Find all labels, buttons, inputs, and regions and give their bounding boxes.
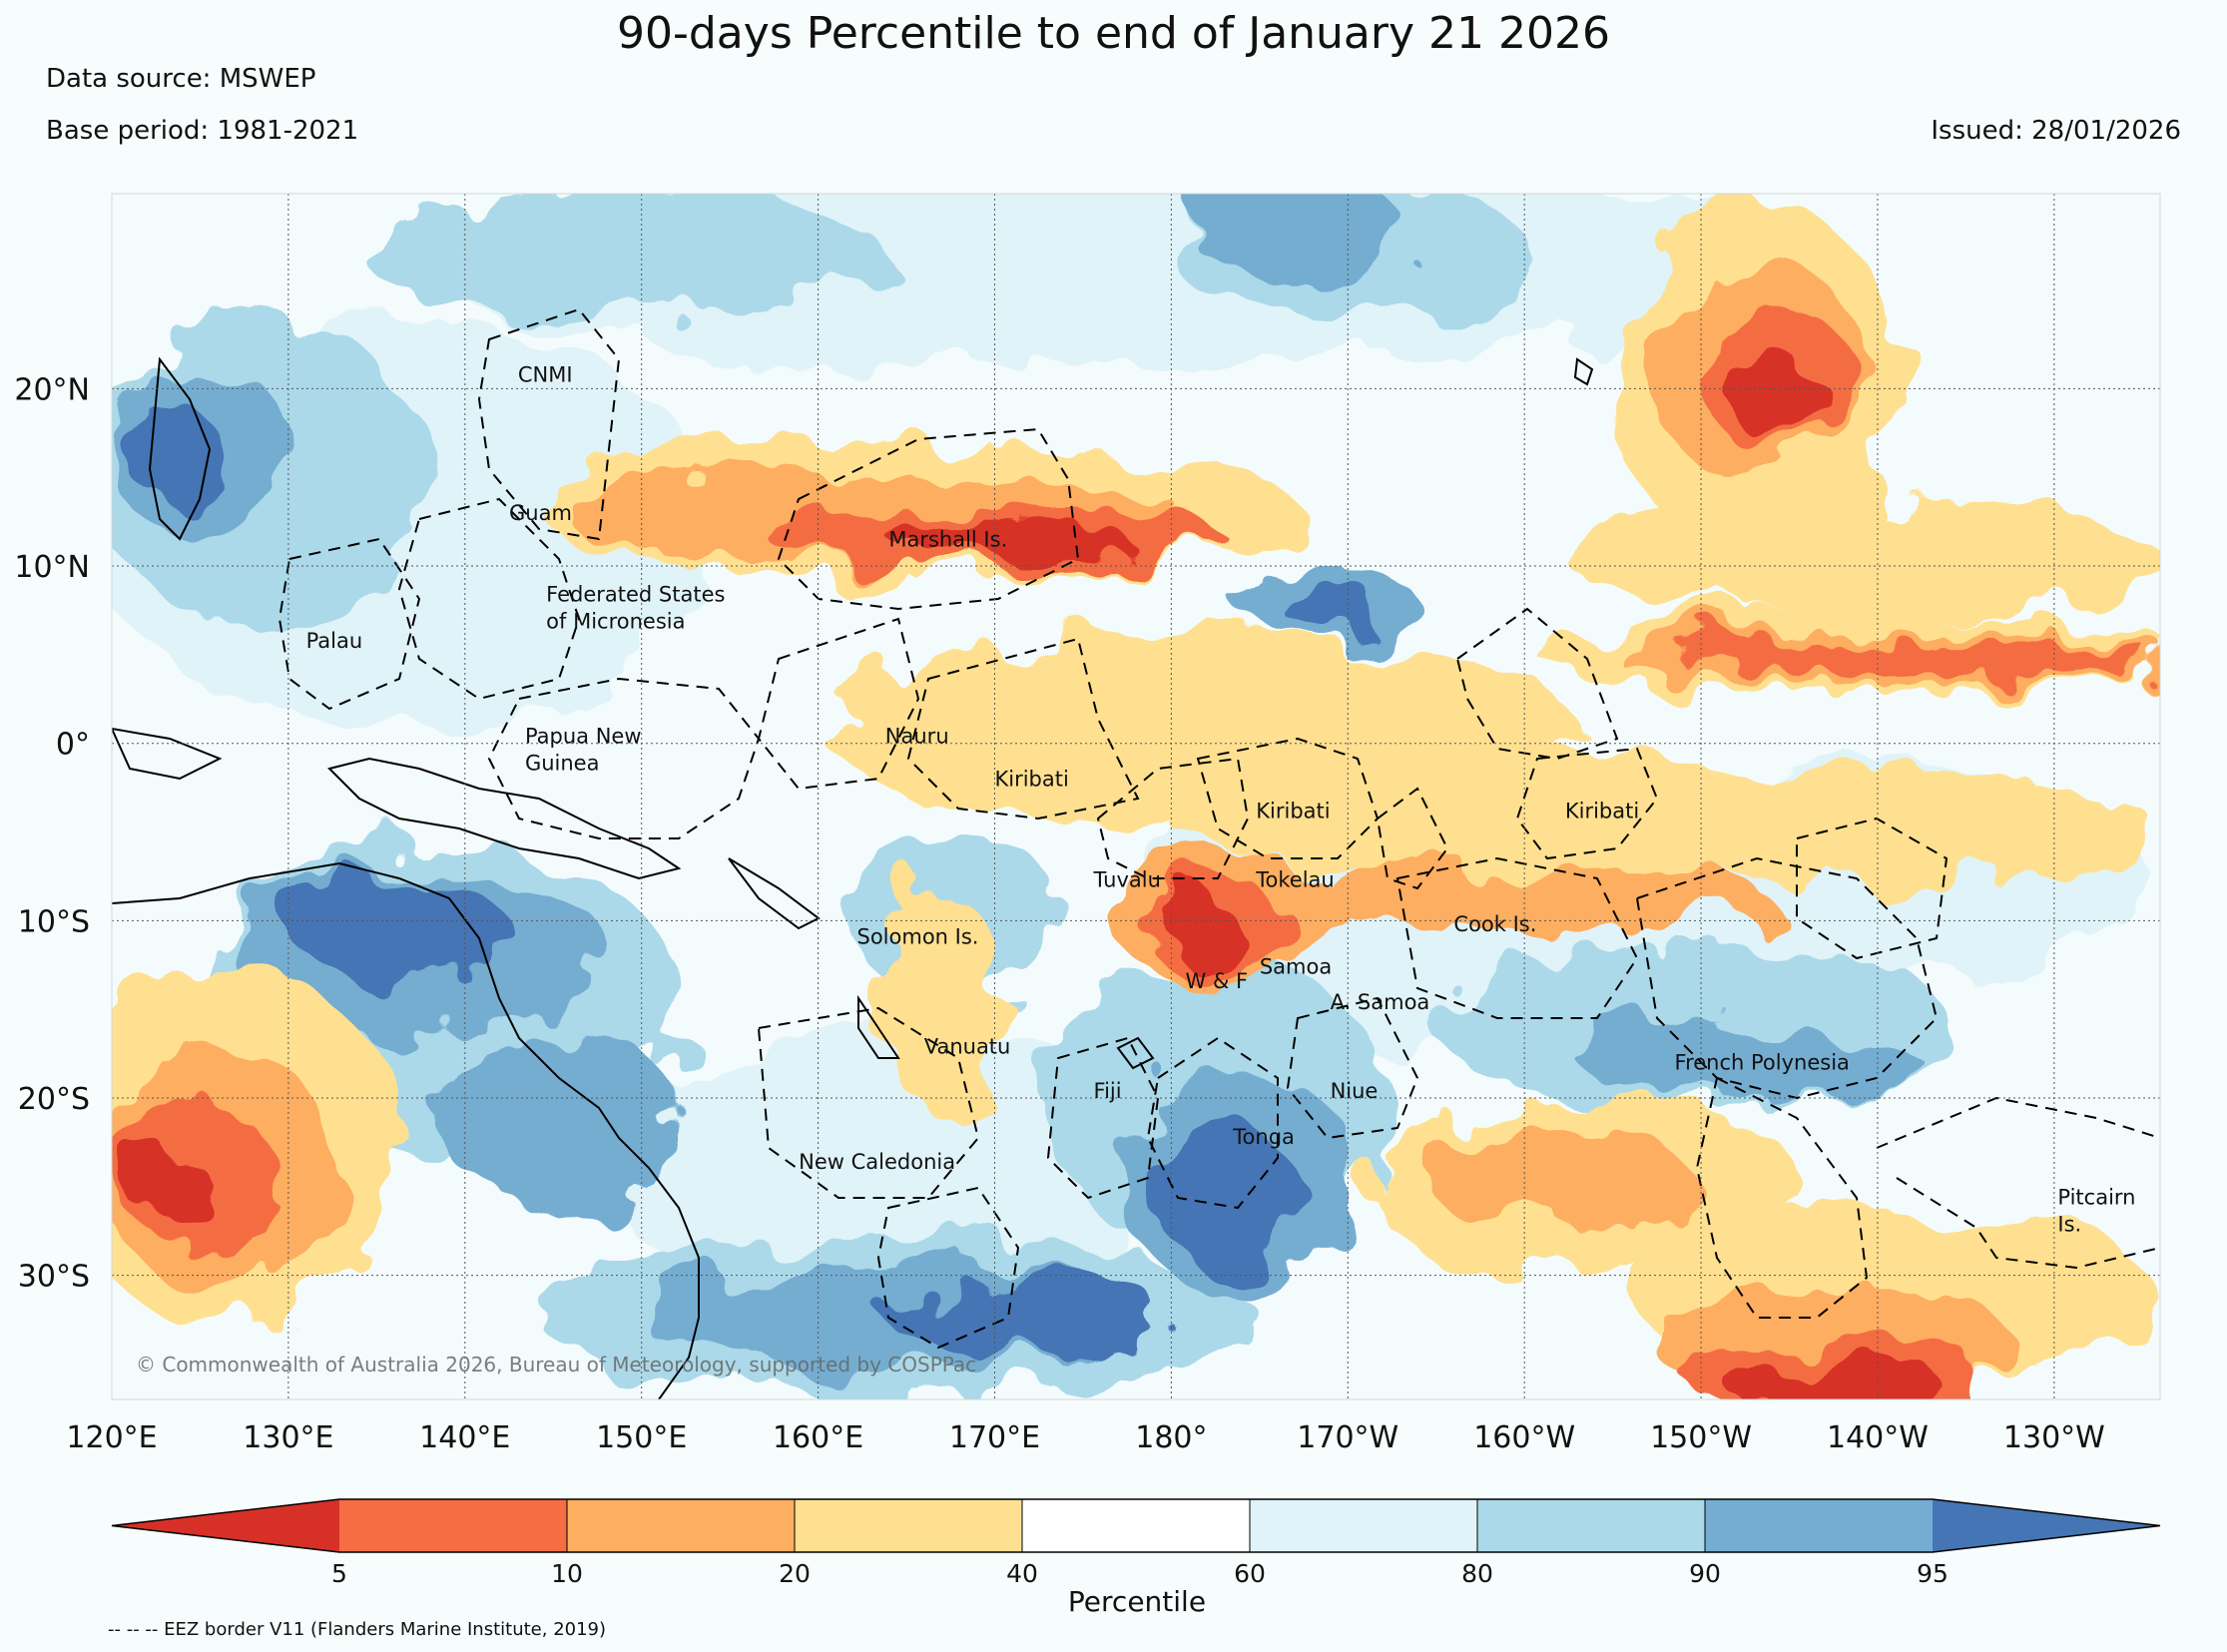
colorbar-tick-label: 20 <box>779 1559 811 1588</box>
anomaly-field <box>112 194 2160 1399</box>
longitude-axis-labels: 120°E 130°E 140°E 150°E 160°E 170°E 180° 170°W 1… <box>66 1420 2104 1455</box>
colorbar-tick-label: 90 <box>1689 1559 1721 1588</box>
place-label-cnmi: CNMI <box>518 362 573 386</box>
colorbar-tick-label: 80 <box>1461 1559 1493 1588</box>
colorbar-label: Percentile <box>1067 1585 1207 1618</box>
latitude-tick-label: 30°S <box>18 1260 90 1295</box>
place-label-fiji: Fiji <box>1094 1079 1122 1103</box>
longitude-tick-label: 160°E <box>773 1420 863 1455</box>
coastlines <box>112 356 1594 1399</box>
colorbar-segment <box>567 1499 795 1552</box>
longitude-tick-label: 160°W <box>1473 1420 1575 1455</box>
place-label-cook: Cook Is. <box>1453 912 1536 936</box>
place-label-fpoly: French Polynesia <box>1675 1051 1850 1075</box>
longitude-tick-label: 150°W <box>1650 1420 1752 1455</box>
colorbar-outline <box>111 1498 2161 1553</box>
copyright-text: © Commonwealth of Australia 2026, Bureau… <box>136 1353 976 1377</box>
place-label-pitcairn: Pitcairn Is. <box>2057 1186 2135 1237</box>
place-label-fsm: Federated States of Micronesia <box>546 583 725 634</box>
place-label-guam: Guam <box>509 501 572 525</box>
map-area: CNMI Guam Marshall Is. Federated States of M… <box>112 194 2160 1399</box>
longitude-tick-label: 170°E <box>949 1420 1040 1455</box>
colorbar-segment <box>339 1499 567 1552</box>
colorbar-arrow-low <box>112 1499 339 1552</box>
longitude-tick-label: 180° <box>1135 1420 1207 1455</box>
graticule <box>112 194 2160 1399</box>
place-label-niue: Niue <box>1331 1079 1379 1103</box>
colorbar-tick-label: 40 <box>1006 1559 1038 1588</box>
longitude-tick-label: 130°W <box>2003 1420 2105 1455</box>
latitude-tick-label: 0° <box>56 728 90 763</box>
place-label-wf: W & F <box>1186 969 1249 993</box>
colorbar-segment <box>1477 1499 1705 1552</box>
eez-legend-note: -- -- -- EEZ border V11 (Flanders Marine… <box>108 1619 607 1640</box>
latitude-axis-labels: 20°N 10°N 0° 10°S 20°S 30°S <box>14 372 90 1294</box>
colorbar-tick-label: 95 <box>1917 1559 1949 1588</box>
place-label-tuvalu: Tuvalu <box>1093 868 1161 892</box>
latitude-tick-label: 20°S <box>18 1082 90 1117</box>
eez-borders <box>278 307 2160 1350</box>
latitude-tick-label: 20°N <box>14 372 90 407</box>
longitude-tick-label: 170°W <box>1297 1420 1398 1455</box>
base-period-label: Base period: 1981-2021 <box>46 116 359 146</box>
place-label-kiribati-w: Kiribati <box>994 767 1068 791</box>
data-source-label: Data source: MSWEP <box>46 64 316 94</box>
latitude-tick-label: 10°S <box>18 904 90 939</box>
place-labels: CNMI Guam Marshall Is. Federated States of M… <box>306 362 2136 1236</box>
place-label-png: Papua New Guinea <box>525 725 642 776</box>
place-label-nauru: Nauru <box>885 725 949 749</box>
colorbar-segment <box>1022 1499 1250 1552</box>
place-label-solomon: Solomon Is. <box>857 924 979 948</box>
colorbar-segment <box>795 1499 1022 1552</box>
longitude-tick-label: 130°E <box>243 1420 333 1455</box>
place-label-newcal: New Caledonia <box>799 1150 955 1174</box>
longitude-tick-label: 120°E <box>66 1420 157 1455</box>
colorbar-tick-label: 60 <box>1234 1559 1266 1588</box>
place-label-kiribati-e: Kiribati <box>1565 799 1639 823</box>
place-label-marshall: Marshall Is. <box>888 528 1007 552</box>
colorbar: 5 10 20 40 60 80 90 95 <box>111 1498 2161 1588</box>
place-label-tonga: Tonga <box>1232 1125 1295 1149</box>
place-label-vanuatu: Vanuatu <box>924 1035 1011 1059</box>
colorbar-segment <box>1250 1499 1477 1552</box>
map-frame <box>111 193 2161 1400</box>
colorbar-tick-label: 10 <box>551 1559 583 1588</box>
place-label-samoa: Samoa <box>1260 955 1332 979</box>
place-label-asamoa: A. Samoa <box>1331 990 1430 1014</box>
place-label-kiribati-c: Kiribati <box>1256 799 1330 823</box>
page-title: 90-days Percentile to end of January 21 … <box>617 8 1610 59</box>
place-label-tokelau: Tokelau <box>1255 868 1334 892</box>
place-label-palau: Palau <box>306 629 363 653</box>
longitude-tick-label: 150°E <box>596 1420 687 1455</box>
colorbar-tick-label: 5 <box>331 1559 347 1588</box>
colorbar-segment <box>1705 1499 1933 1552</box>
issued-date-label: Issued: 28/01/2026 <box>1931 116 2181 146</box>
longitude-tick-label: 140°W <box>1827 1420 1929 1455</box>
longitude-tick-label: 140°E <box>419 1420 510 1455</box>
colorbar-arrow-high <box>1933 1499 2160 1552</box>
latitude-tick-label: 10°N <box>14 550 90 585</box>
